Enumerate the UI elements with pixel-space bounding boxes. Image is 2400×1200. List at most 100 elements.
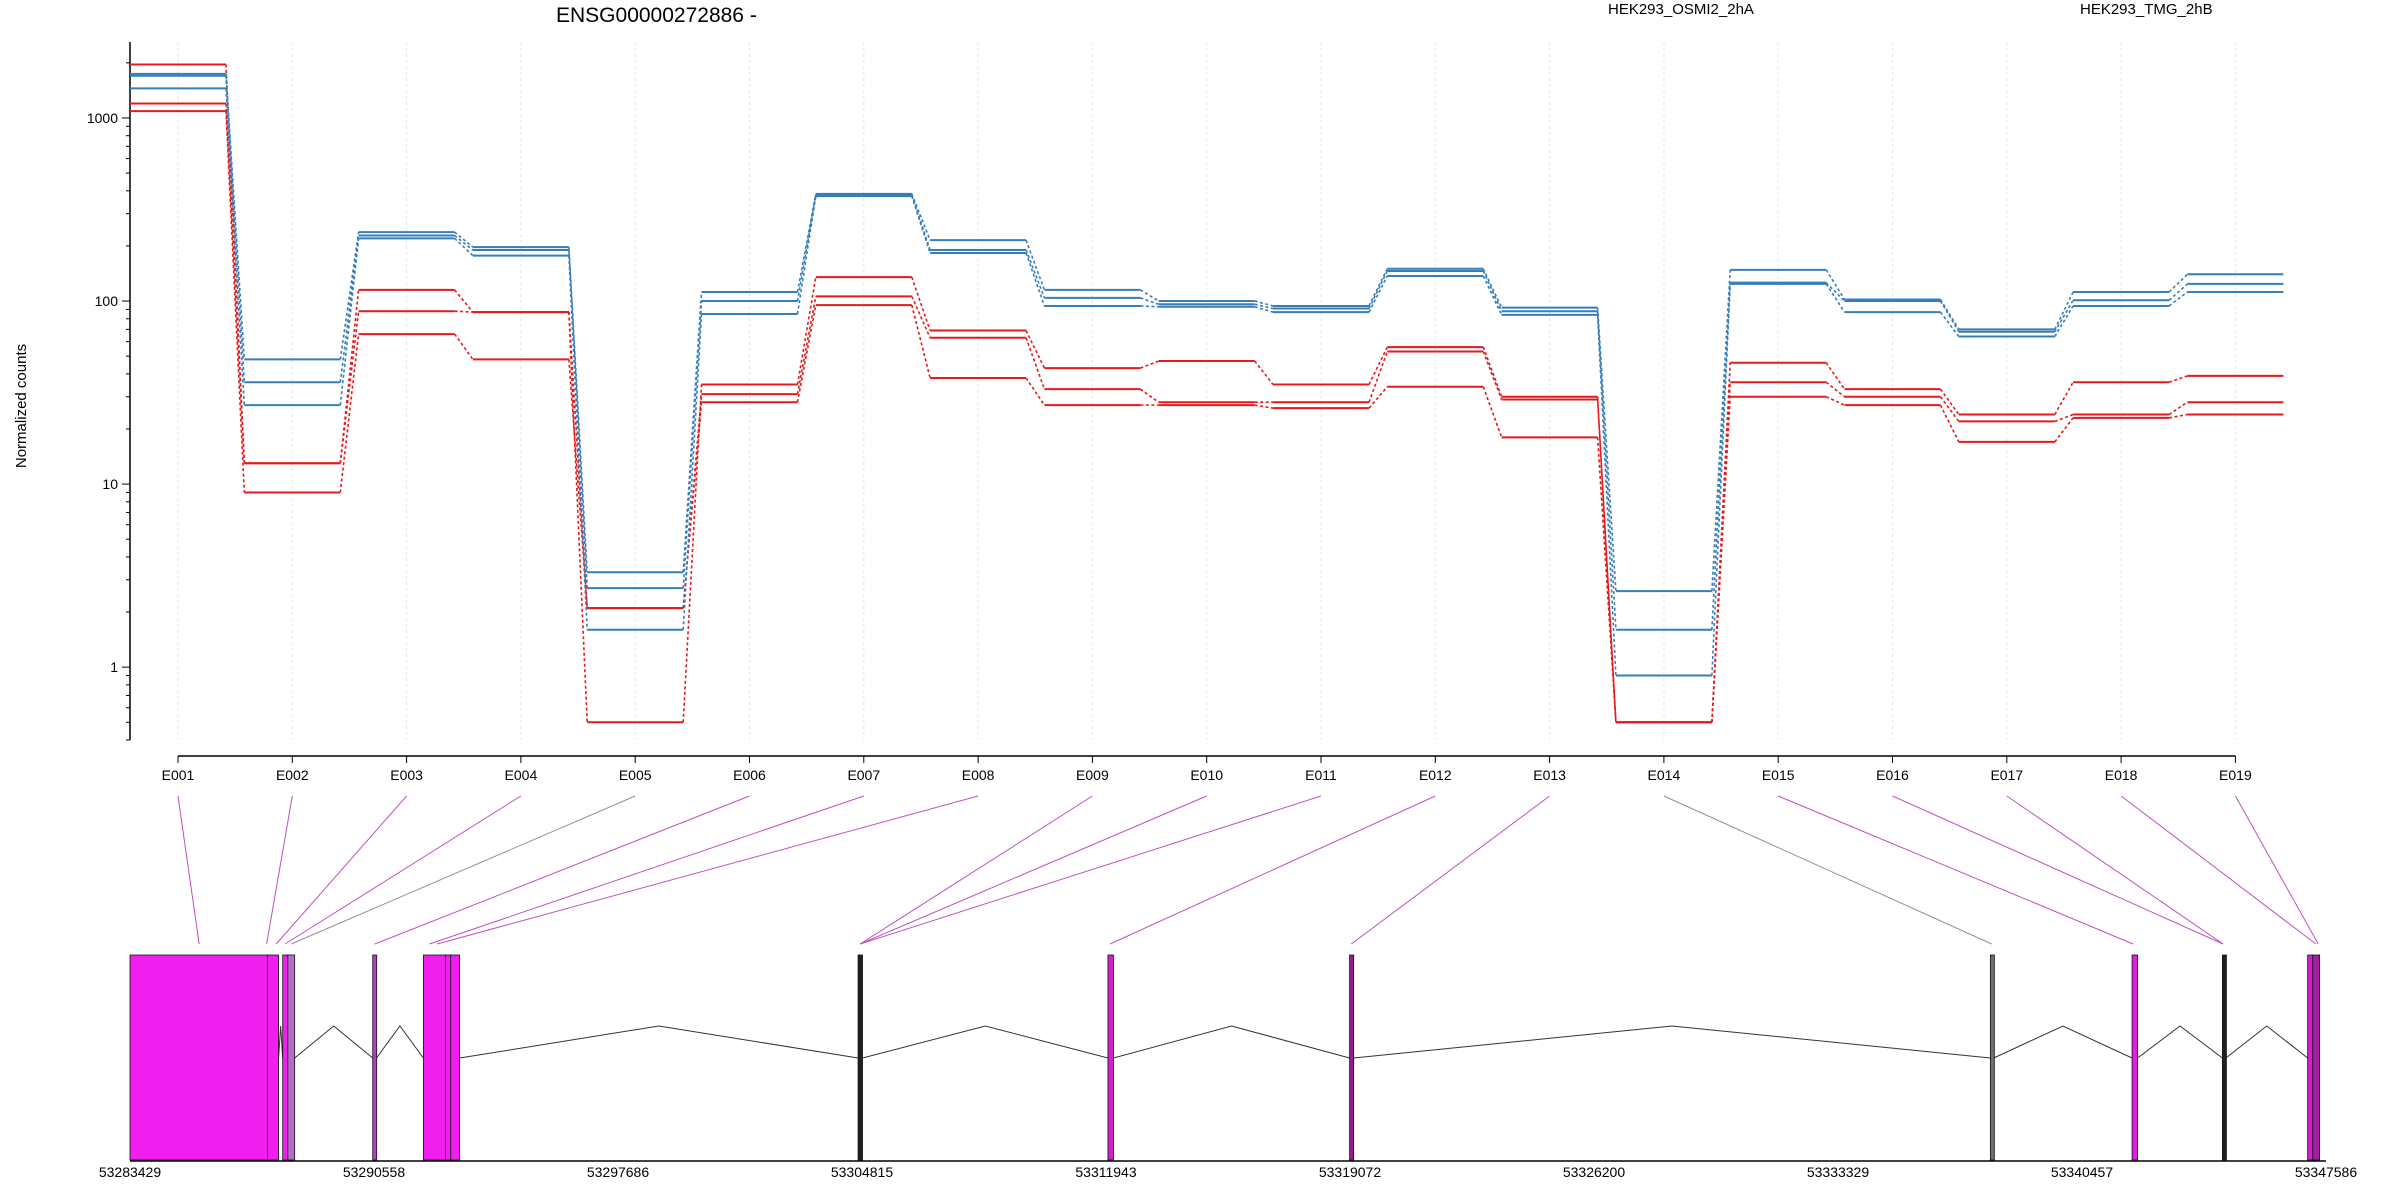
series-connector (1825, 283, 1846, 313)
bin-link (1351, 795, 1550, 945)
bin-link (436, 795, 979, 945)
series-3 (130, 110, 2284, 724)
series-connector (1711, 282, 1731, 630)
series-connector (2168, 291, 2188, 307)
bin-link (1663, 795, 1992, 945)
series-connector (682, 384, 703, 723)
bin-link (275, 795, 407, 945)
y-axis-label: Normalized counts (13, 344, 30, 468)
series-connector (682, 300, 703, 589)
series-connector (796, 296, 817, 395)
x-tick-label: E015 (1762, 767, 1795, 783)
genomic-tick-label: 53340457 (2051, 1164, 2114, 1180)
x-tick-label: E012 (1419, 767, 1452, 783)
genomic-tick-label: 53297686 (587, 1164, 650, 1180)
series-connector (1482, 346, 1503, 398)
y-tick-label: 100 (95, 293, 119, 309)
bin-link (284, 795, 522, 945)
x-tick-label: E011 (1305, 767, 1337, 783)
series-2 (130, 102, 2284, 724)
series-connector (1482, 275, 1503, 316)
genomic-tick-label: 53283429 (99, 1164, 162, 1180)
exon-block (450, 954, 461, 1161)
bin-link (859, 795, 1322, 945)
gene-model: 53283429 53290558 53297686 53304815 53311943… (99, 954, 2358, 1180)
series-connector (796, 304, 817, 403)
genomic-tick-label: 53326200 (1563, 1164, 1626, 1180)
genomic-tick-label: 53304815 (831, 1164, 894, 1180)
series-connector (2054, 291, 2074, 330)
exon-block (2131, 954, 2138, 1161)
series-connector (1025, 249, 1046, 299)
series-connector (1711, 396, 1731, 723)
intron-line (2137, 1025, 2223, 1059)
x-tick-label: E002 (276, 767, 309, 783)
series-connector (1939, 396, 1960, 422)
bin-link (1892, 795, 2224, 945)
x-tick-label: E018 (2105, 767, 2138, 783)
intron-line (1993, 1025, 2133, 1059)
x-tick-label: E009 (1076, 767, 1109, 783)
exon-block (2307, 954, 2314, 1161)
exon-block (129, 954, 269, 1161)
bin-link (2120, 795, 2317, 945)
series-connector (568, 255, 588, 630)
series-connector (339, 238, 360, 406)
series-connector (1025, 252, 1046, 307)
genomic-tick-label: 53347586 (2295, 1164, 2358, 1180)
intron-line (862, 1025, 1109, 1059)
series-connector (225, 75, 246, 383)
x-tick-label: E010 (1190, 767, 1223, 783)
series-connector (2054, 417, 2074, 443)
series-connector (2054, 305, 2074, 337)
bin-link (374, 795, 750, 945)
series-connector (1596, 311, 1617, 630)
series-connector (1254, 404, 1274, 409)
series-connector (1139, 388, 1160, 403)
series-connector (1482, 386, 1503, 438)
series-connector (1825, 269, 1846, 300)
series-connector (796, 194, 817, 302)
series-connector (568, 247, 588, 573)
series-connector (1939, 299, 1960, 330)
series-connector (1254, 306, 1274, 313)
genomic-tick-label: 53333329 (1807, 1164, 1870, 1180)
series-connector (1368, 270, 1389, 309)
series-connector (454, 231, 474, 248)
legend-label-osmi2: HEK293_OSMI2_2hA (1608, 1, 1754, 18)
exon-block (287, 954, 296, 1161)
series-connector (796, 196, 817, 315)
exon-block (1989, 954, 1995, 1161)
x-tick-label: E017 (1990, 767, 2023, 783)
x-tick-label: E016 (1876, 767, 1909, 783)
intron-line (1353, 1025, 1991, 1059)
series-connector (339, 231, 360, 360)
series-connector (2054, 413, 2074, 423)
series-connector (454, 310, 473, 313)
bin-link (429, 795, 864, 945)
bin-link (859, 795, 1093, 945)
exon-block (372, 954, 378, 1161)
series-connector (339, 311, 360, 464)
genomic-tick-label: 53311943 (1075, 1164, 1136, 1180)
series-connector (2168, 283, 2188, 301)
series-connector (1711, 269, 1731, 592)
series-4 (130, 72, 2284, 593)
legend-label-tmg: HEK293_TMG_2hB (2080, 1, 2213, 18)
exon-block (267, 954, 279, 1161)
series-connector (1140, 360, 1159, 369)
bin-link (2234, 795, 2319, 945)
y-tick-label: 10 (102, 476, 118, 492)
intron-line (459, 1025, 859, 1059)
series-connector (339, 333, 360, 493)
genomic-tick-label: 53319072 (1319, 1164, 1382, 1180)
exon-block (2222, 954, 2227, 1161)
intron-line (294, 1025, 374, 1059)
x-tick-label: E019 (2219, 767, 2252, 783)
bin-link (1778, 795, 2134, 945)
series-connector (1139, 289, 1160, 302)
x-tick-label: E006 (733, 767, 766, 783)
series-connector (1025, 337, 1046, 390)
plot-area: 1 10 100 1000 E001 E002 E003 E004 E005 E006 E007 E0… (87, 42, 2284, 783)
